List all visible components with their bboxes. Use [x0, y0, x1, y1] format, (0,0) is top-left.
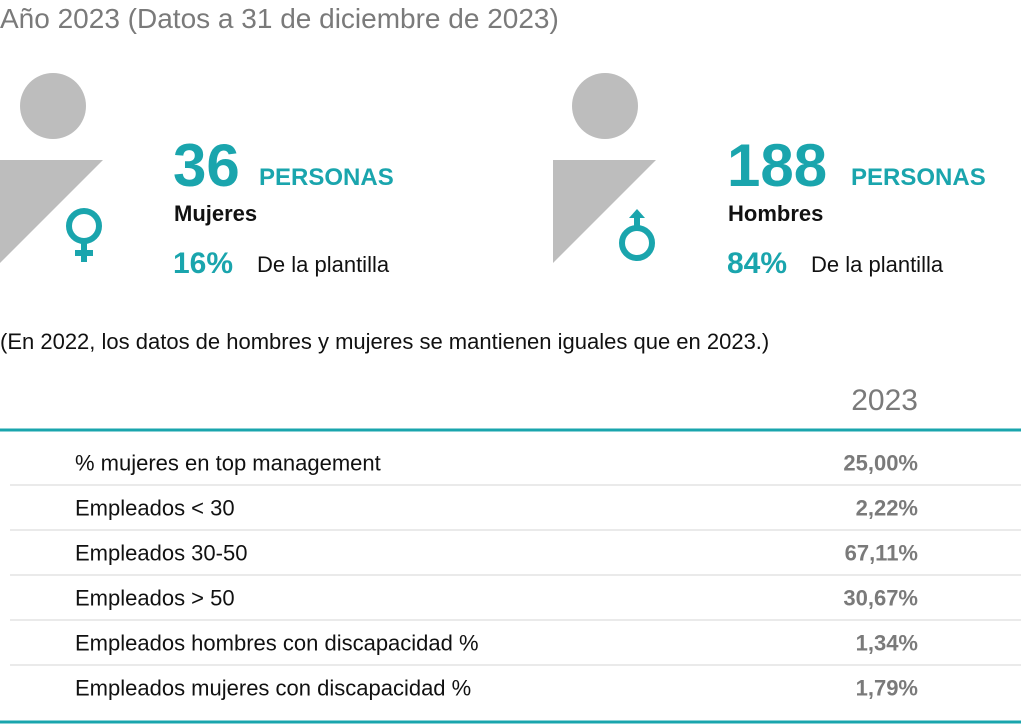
- women-percent-label: De la plantilla: [257, 252, 390, 277]
- row-value: 2,22%: [856, 496, 918, 521]
- men-number: 188: [727, 132, 827, 199]
- table-header: 2023: [851, 384, 918, 417]
- row-value: 1,34%: [856, 631, 918, 656]
- men-unit: PERSONAS: [851, 164, 986, 191]
- table-body: % mujeres en top management 25,00% Emplead…: [10, 451, 1021, 701]
- row-label: Empleados hombres con discapacidad %: [75, 631, 479, 656]
- women-icon: [0, 73, 103, 263]
- women-number: 36: [173, 132, 240, 199]
- row-label: % mujeres en top management: [75, 451, 381, 476]
- men-percent-label: De la plantilla: [811, 252, 944, 277]
- row-label: Empleados mujeres con discapacidad %: [75, 676, 471, 701]
- row-value: 1,79%: [856, 676, 918, 701]
- row-value: 30,67%: [843, 586, 918, 611]
- note: (En 2022, los datos de hombres y mujeres…: [0, 329, 769, 354]
- men-icon: [553, 73, 656, 263]
- men-label: Hombres: [728, 201, 823, 226]
- title: Año 2023 (Datos a 31 de diciembre de 202…: [0, 3, 559, 34]
- women-unit: PERSONAS: [259, 164, 394, 191]
- men-percent: 84%: [727, 247, 787, 280]
- row-value: 67,11%: [845, 541, 918, 566]
- women-label: Mujeres: [174, 201, 257, 226]
- row-label: Empleados 30-50: [75, 541, 247, 566]
- row-value: 25,00%: [843, 451, 918, 476]
- row-label: Empleados < 30: [75, 496, 235, 521]
- row-label: Empleados > 50: [75, 586, 235, 611]
- women-percent: 16%: [173, 247, 233, 280]
